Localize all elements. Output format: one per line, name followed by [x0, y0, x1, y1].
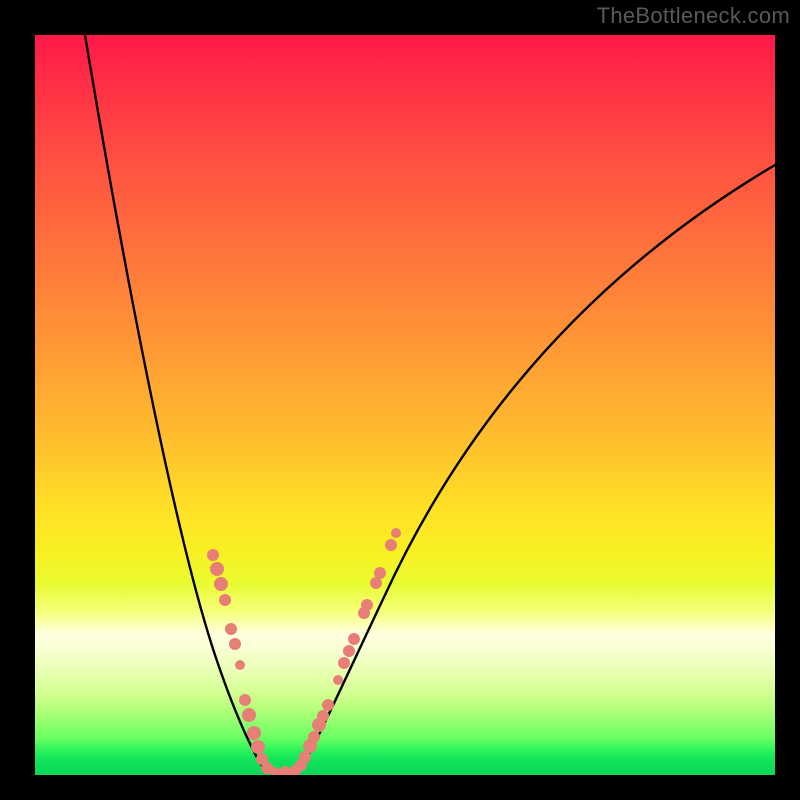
data-marker [391, 528, 401, 538]
data-marker [239, 694, 251, 706]
data-marker [229, 638, 241, 650]
chart-canvas: TheBottleneck.com [0, 0, 800, 800]
marker-group [207, 528, 401, 775]
data-marker [348, 633, 360, 645]
data-marker [219, 594, 231, 606]
data-marker [338, 657, 350, 669]
data-marker [343, 645, 355, 657]
curve-layer [35, 35, 775, 775]
watermark-text: TheBottleneck.com [597, 3, 790, 29]
data-marker [374, 567, 386, 579]
data-marker [207, 549, 219, 561]
data-marker [317, 710, 329, 722]
data-marker [361, 599, 373, 611]
data-marker [214, 577, 228, 591]
data-marker [247, 726, 261, 740]
data-marker [308, 731, 320, 743]
curve-right [297, 165, 775, 772]
data-marker [385, 539, 397, 551]
data-marker [210, 562, 224, 576]
data-marker [242, 708, 256, 722]
data-marker [235, 660, 245, 670]
data-marker [251, 740, 265, 754]
plot-area [35, 35, 775, 775]
data-marker [225, 623, 237, 635]
data-marker [322, 699, 334, 711]
data-marker [333, 675, 343, 685]
